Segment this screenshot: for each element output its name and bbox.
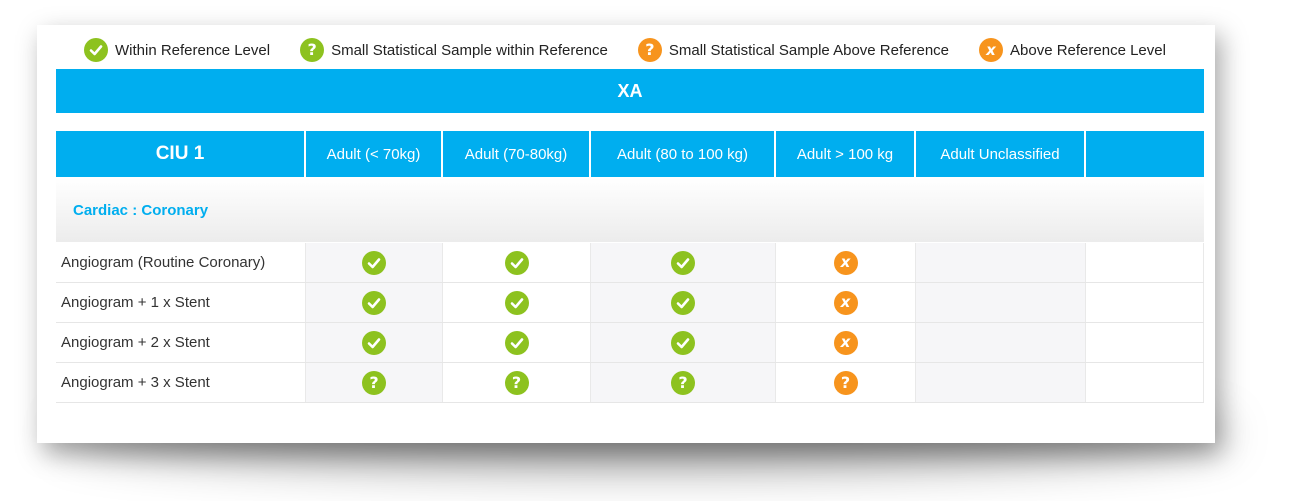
legend-item-small-above: ? Small Statistical Sample Above Referen… <box>637 38 950 62</box>
column-header: Adult (80 to 100 kg) <box>591 131 776 177</box>
column-header: Adult (70-80kg) <box>443 131 591 177</box>
table-body: Angiogram (Routine Coronary) x Angiogram +… <box>56 243 1204 403</box>
question-icon: ? <box>671 370 695 395</box>
status-cell <box>1086 363 1204 402</box>
column-header: Adult > 100 kg <box>776 131 916 177</box>
status-cell <box>1086 243 1204 282</box>
status-cell: ? <box>306 363 443 402</box>
row-label: Angiogram (Routine Coronary) <box>56 243 306 282</box>
question-icon: ? <box>362 370 386 395</box>
table-header: CIU 1 Adult (< 70kg) Adult (70-80kg) Adu… <box>56 131 1204 177</box>
check-icon <box>671 250 695 275</box>
check-icon <box>504 290 529 315</box>
column-header: Adult Unclassified <box>916 131 1086 177</box>
check-icon <box>671 290 695 315</box>
legend-item-small-within: ? Small Statistical Sample within Refere… <box>300 38 608 62</box>
check-icon <box>671 330 695 355</box>
status-cell: ? <box>591 363 776 402</box>
status-cell <box>916 323 1086 362</box>
unit-header: CIU 1 <box>56 131 306 177</box>
status-cell: x <box>776 283 916 322</box>
column-header: Adult (< 70kg) <box>306 131 443 177</box>
x-icon: x <box>833 290 858 315</box>
row-label: Angiogram + 3 x Stent <box>56 363 306 402</box>
status-cell <box>916 243 1086 282</box>
question-icon: ? <box>504 370 529 395</box>
check-icon <box>362 250 386 275</box>
legend-label: Small Statistical Sample within Referenc… <box>331 41 608 59</box>
legend-item-above: x Above Reference Level <box>979 38 1166 62</box>
status-cell <box>443 323 591 362</box>
status-cell <box>1086 323 1204 362</box>
status-cell: x <box>776 323 916 362</box>
status-cell <box>306 243 443 282</box>
status-cell: ? <box>776 363 916 402</box>
status-cell: x <box>776 243 916 282</box>
section-header: Cardiac : Coronary <box>56 178 1204 242</box>
legend: Within Reference Level ? Small Statistic… <box>84 36 1194 64</box>
check-icon <box>504 250 529 275</box>
status-cell <box>916 283 1086 322</box>
question-icon: ? <box>637 38 662 62</box>
status-cell <box>591 283 776 322</box>
x-icon: x <box>833 330 858 355</box>
question-icon: ? <box>833 370 858 395</box>
table-row: Angiogram (Routine Coronary) x <box>56 243 1204 283</box>
status-cell <box>306 323 443 362</box>
section-title: Cardiac : Coronary <box>73 201 209 219</box>
row-label: Angiogram + 1 x Stent <box>56 283 306 322</box>
status-cell <box>306 283 443 322</box>
status-cell <box>591 243 776 282</box>
question-icon: ? <box>300 38 325 62</box>
status-cell: ? <box>443 363 591 402</box>
legend-label: Small Statistical Sample Above Reference <box>668 41 950 59</box>
check-icon <box>362 290 386 315</box>
status-cell <box>1086 283 1204 322</box>
row-label: Angiogram + 2 x Stent <box>56 323 306 362</box>
status-cell <box>591 323 776 362</box>
check-icon <box>362 330 386 355</box>
status-cell <box>443 283 591 322</box>
status-cell <box>443 243 591 282</box>
check-icon <box>84 38 108 62</box>
table-row: Angiogram + 1 x Stent x <box>56 283 1204 323</box>
x-icon: x <box>979 38 1004 62</box>
check-icon <box>504 330 529 355</box>
legend-item-within: Within Reference Level <box>84 38 270 62</box>
status-cell <box>916 363 1086 402</box>
x-icon: x <box>833 250 858 275</box>
modality-bar: XA <box>56 69 1204 113</box>
table-row: Angiogram + 3 x Stent???? <box>56 363 1204 403</box>
modality-title: XA <box>617 80 643 101</box>
column-header <box>1086 131 1204 177</box>
table-row: Angiogram + 2 x Stent x <box>56 323 1204 363</box>
legend-label: Above Reference Level <box>1010 41 1166 59</box>
legend-label: Within Reference Level <box>115 41 271 59</box>
